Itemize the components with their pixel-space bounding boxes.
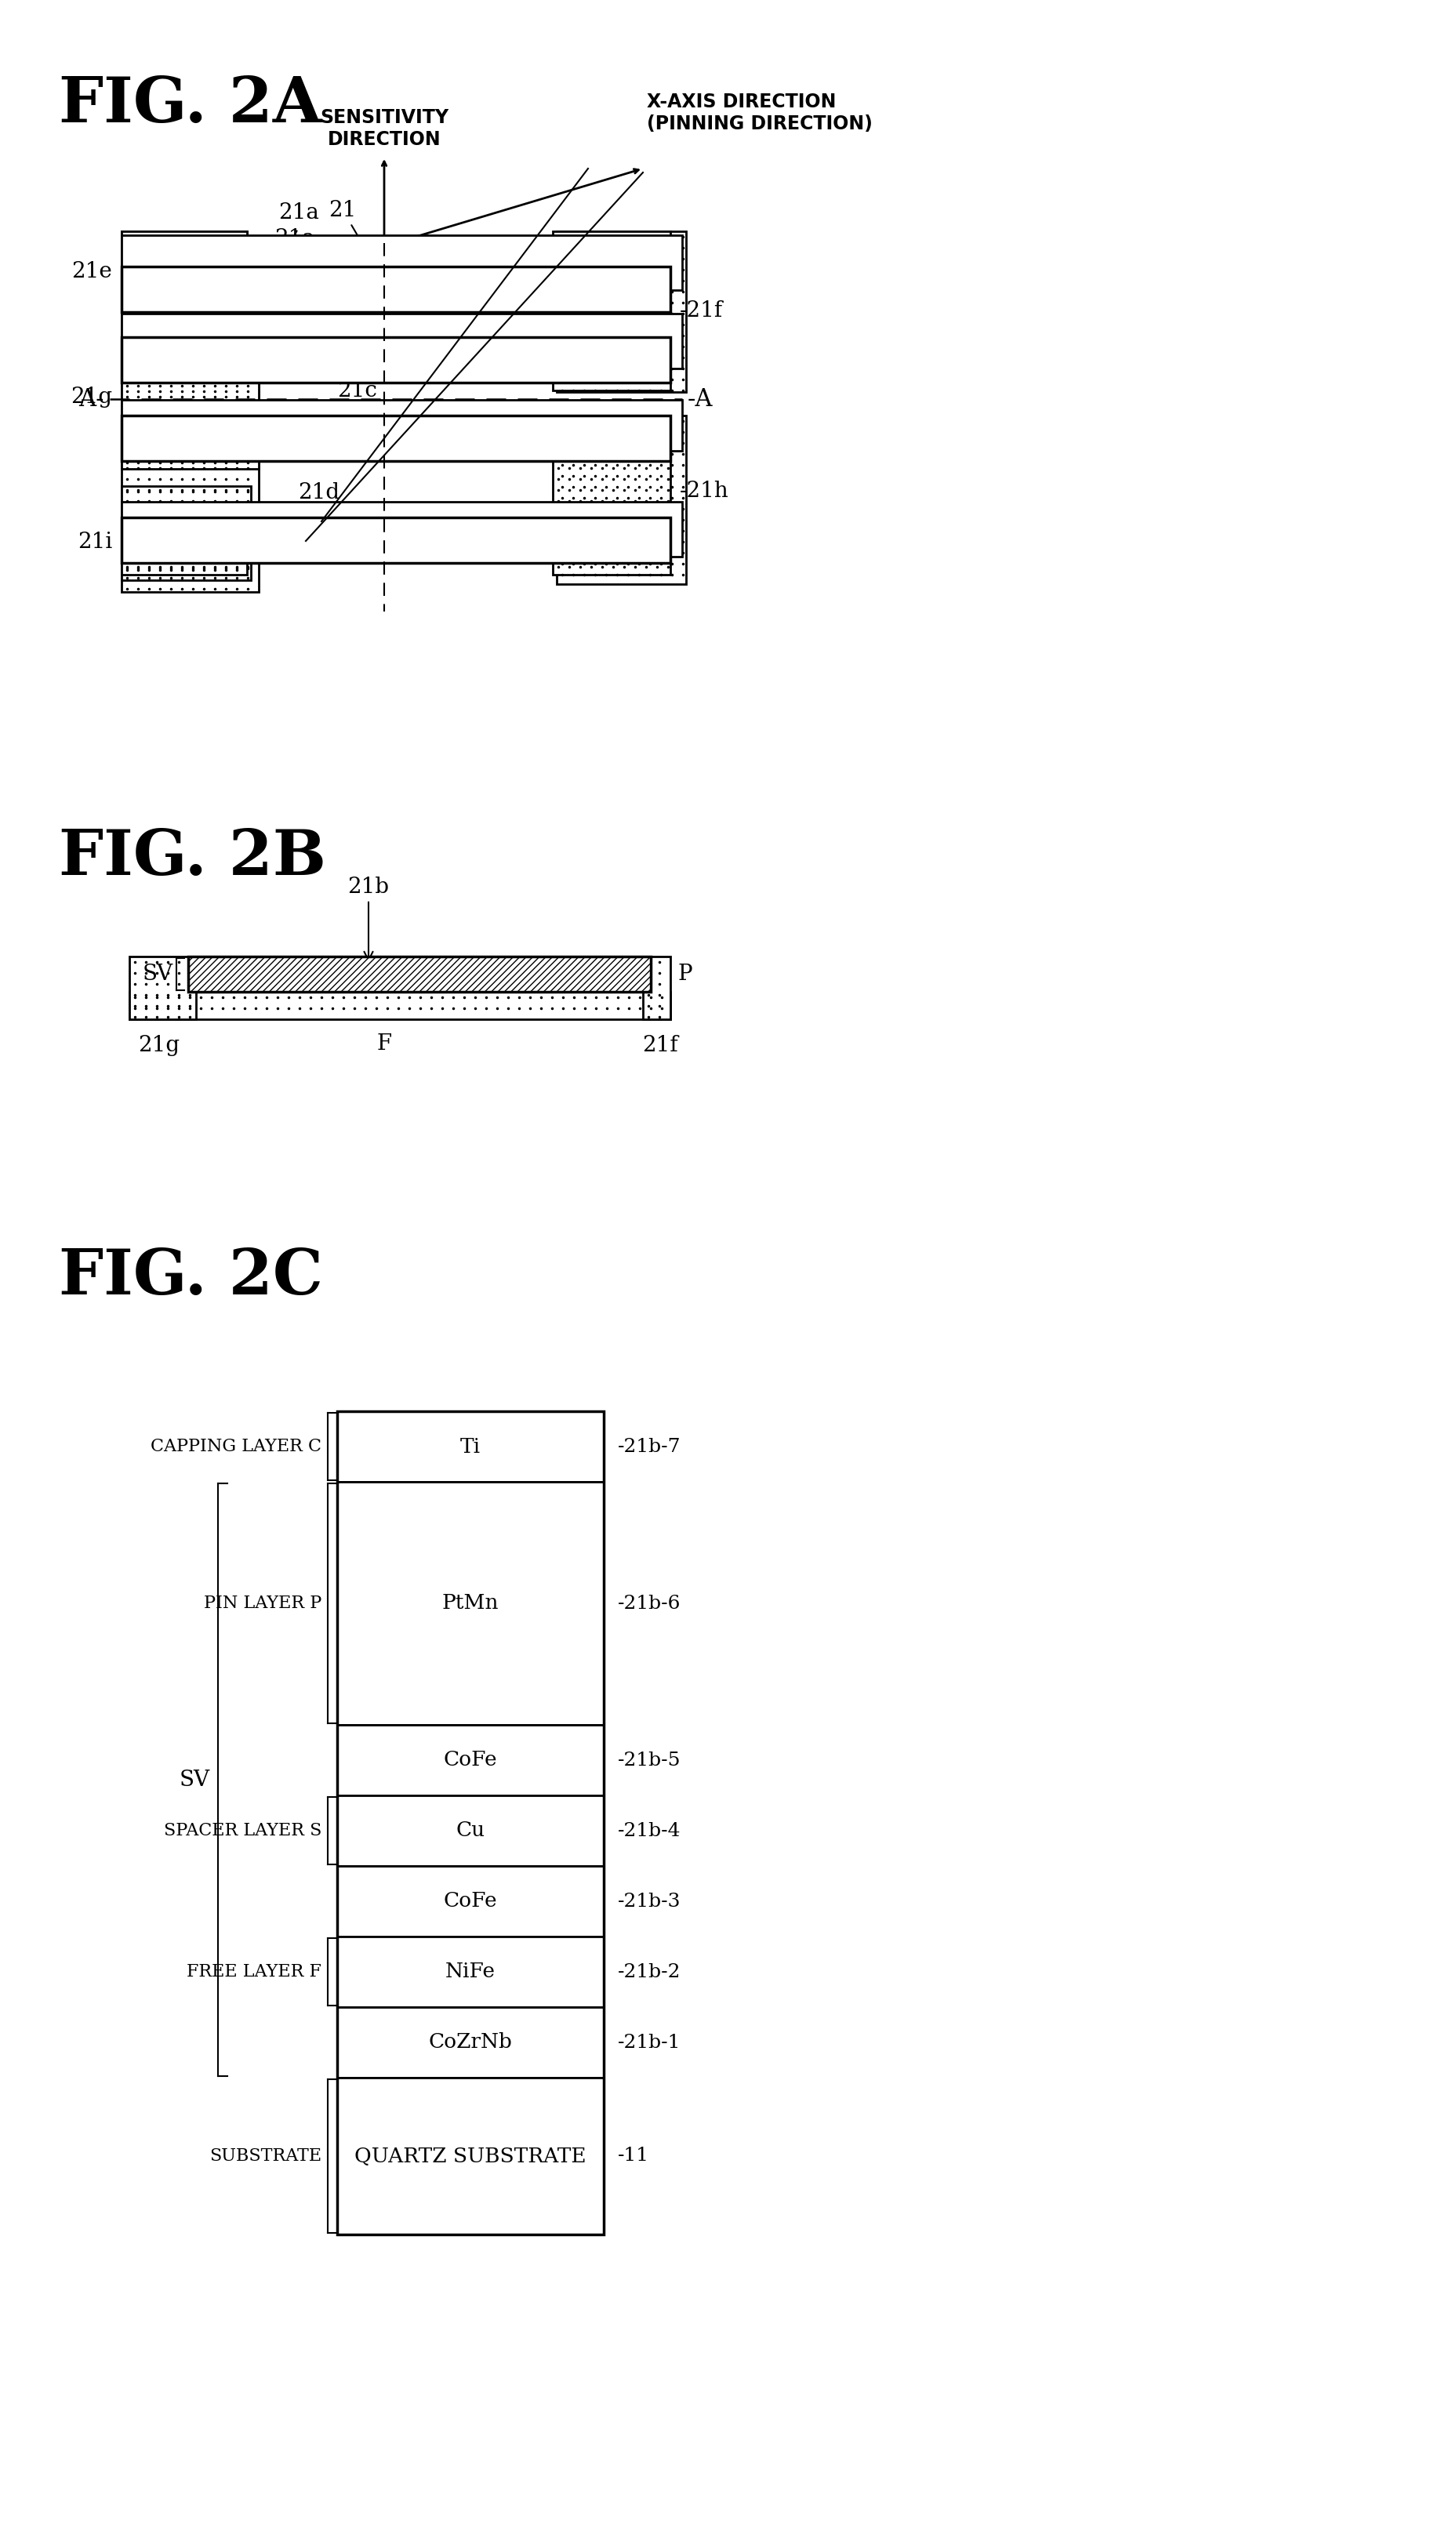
Text: SUBSTRATE: SUBSTRATE bbox=[210, 2147, 322, 2165]
Bar bbox=[121, 232, 248, 235]
Bar bbox=[121, 502, 681, 558]
Bar bbox=[556, 416, 686, 585]
Text: SENSITIVITY
DIRECTION: SENSITIVITY DIRECTION bbox=[320, 108, 448, 149]
Text: -21b-4: -21b-4 bbox=[617, 1822, 680, 1839]
Text: P: P bbox=[678, 964, 693, 984]
Text: 21d: 21d bbox=[298, 482, 339, 505]
Text: CAPPING LAYER C: CAPPING LAYER C bbox=[150, 1438, 322, 1456]
Text: F: F bbox=[377, 1034, 392, 1055]
Bar bbox=[336, 1867, 603, 1938]
Text: -11: -11 bbox=[617, 2147, 649, 2165]
Text: 21b: 21b bbox=[361, 303, 402, 323]
Text: CoFe: CoFe bbox=[443, 1892, 496, 1910]
Bar bbox=[121, 510, 248, 575]
Text: 21g: 21g bbox=[138, 1034, 179, 1057]
Text: -21b-2: -21b-2 bbox=[617, 1963, 680, 1981]
Bar bbox=[121, 325, 259, 469]
Bar bbox=[121, 416, 670, 462]
Bar bbox=[188, 956, 651, 992]
Bar bbox=[336, 1481, 603, 1726]
Text: -21b-1: -21b-1 bbox=[617, 2034, 680, 2051]
Text: 21i: 21i bbox=[77, 532, 112, 553]
Bar bbox=[121, 267, 670, 313]
Bar bbox=[336, 1410, 603, 1481]
Text: 21c: 21c bbox=[336, 381, 377, 401]
Text: 21f: 21f bbox=[642, 1034, 678, 1057]
Text: -21f: -21f bbox=[680, 300, 722, 320]
Text: SPACER LAYER S: SPACER LAYER S bbox=[163, 1822, 322, 1839]
Text: FIG. 2A: FIG. 2A bbox=[58, 76, 322, 136]
Text: FIG. 2C: FIG. 2C bbox=[58, 1246, 323, 1307]
Text: FREE LAYER F: FREE LAYER F bbox=[186, 1963, 322, 1981]
Text: FIG. 2B: FIG. 2B bbox=[58, 828, 326, 888]
Bar bbox=[121, 353, 259, 593]
Text: Ti: Ti bbox=[460, 1436, 480, 1456]
Text: 21: 21 bbox=[329, 199, 381, 278]
Bar bbox=[121, 399, 681, 452]
Bar bbox=[556, 232, 686, 391]
Bar bbox=[121, 487, 250, 580]
Text: -21b-6: -21b-6 bbox=[617, 1595, 680, 1612]
Text: -21b-5: -21b-5 bbox=[617, 1751, 680, 1769]
Text: A-: A- bbox=[79, 386, 105, 411]
Text: 21e: 21e bbox=[71, 260, 112, 283]
Text: 21g: 21g bbox=[70, 386, 112, 409]
Text: -A: -A bbox=[687, 386, 713, 411]
Text: CoZrNb: CoZrNb bbox=[428, 2034, 513, 2051]
Text: X-AXIS DIRECTION
(PINNING DIRECTION): X-AXIS DIRECTION (PINNING DIRECTION) bbox=[646, 93, 872, 134]
Bar bbox=[336, 1410, 603, 2235]
Text: Cu: Cu bbox=[456, 1822, 485, 1839]
Text: PtMn: PtMn bbox=[441, 1595, 498, 1612]
Bar bbox=[121, 338, 670, 383]
Bar bbox=[552, 409, 670, 575]
Text: -21b-3: -21b-3 bbox=[617, 1892, 680, 1910]
Bar bbox=[121, 235, 248, 290]
Text: PIN LAYER P: PIN LAYER P bbox=[204, 1595, 322, 1612]
Text: SV: SV bbox=[179, 1769, 210, 1791]
Bar bbox=[121, 235, 681, 290]
Bar bbox=[336, 2076, 603, 2235]
Bar bbox=[130, 956, 197, 1019]
Text: -21h: -21h bbox=[680, 479, 728, 502]
Bar bbox=[121, 517, 670, 563]
Text: CoFe: CoFe bbox=[443, 1751, 496, 1771]
Text: 21a: 21a bbox=[278, 202, 319, 225]
Bar bbox=[336, 2008, 603, 2076]
Bar bbox=[642, 956, 670, 1019]
Text: 21a: 21a bbox=[274, 227, 314, 250]
Text: SV: SV bbox=[143, 964, 173, 984]
Bar bbox=[552, 232, 670, 391]
Text: QUARTZ SUBSTRATE: QUARTZ SUBSTRATE bbox=[354, 2147, 585, 2165]
Bar bbox=[336, 1938, 603, 2008]
Text: -21b-7: -21b-7 bbox=[617, 1438, 680, 1456]
Bar bbox=[121, 232, 248, 353]
Bar bbox=[121, 313, 681, 368]
Text: 21b: 21b bbox=[348, 875, 389, 961]
Bar bbox=[121, 232, 248, 313]
Bar bbox=[130, 992, 670, 1019]
Bar bbox=[336, 1796, 603, 1867]
Text: NiFe: NiFe bbox=[446, 1963, 495, 1981]
Bar bbox=[336, 1726, 603, 1796]
